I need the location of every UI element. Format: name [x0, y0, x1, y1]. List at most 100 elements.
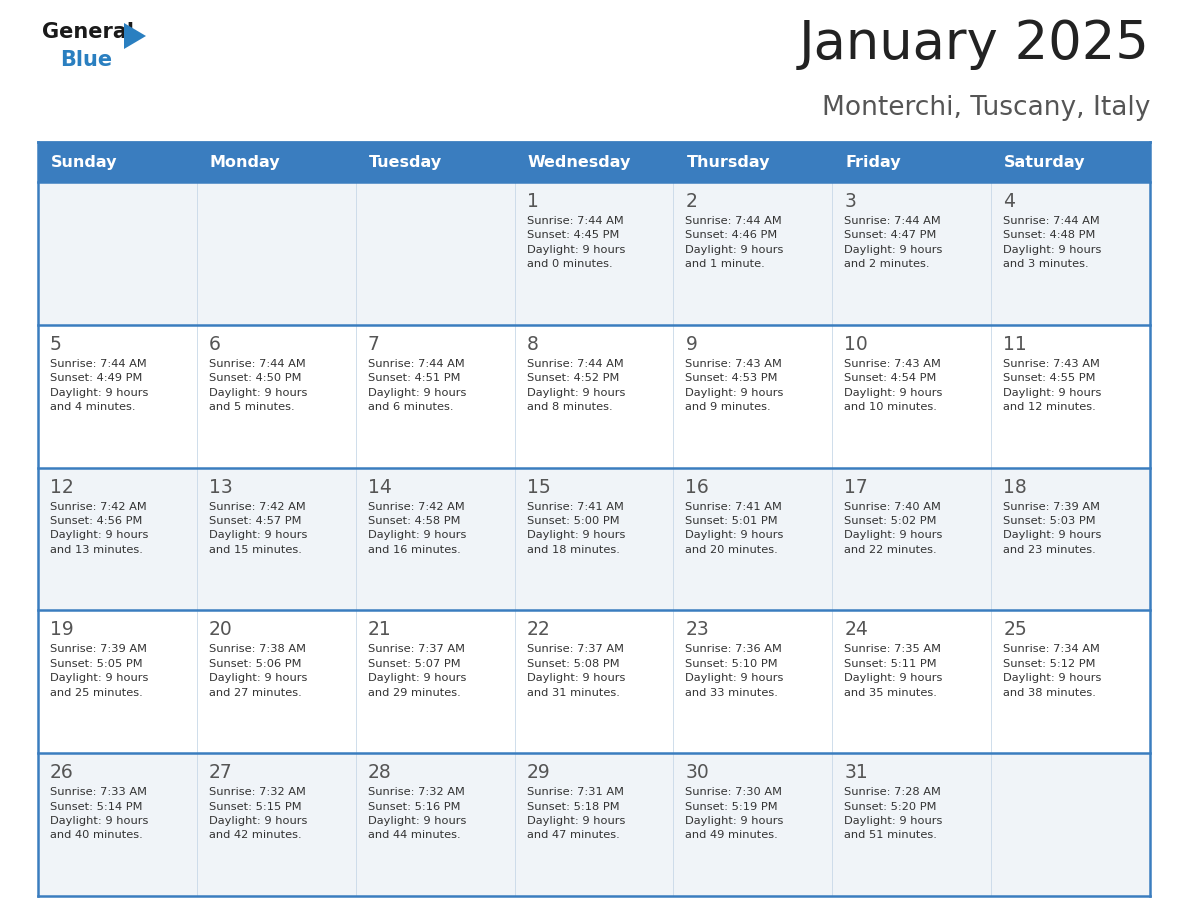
- FancyBboxPatch shape: [833, 753, 991, 896]
- Text: Sunrise: 7:32 AM
Sunset: 5:15 PM
Daylight: 9 hours
and 42 minutes.: Sunrise: 7:32 AM Sunset: 5:15 PM Dayligh…: [209, 788, 308, 840]
- Text: 30: 30: [685, 763, 709, 782]
- FancyBboxPatch shape: [833, 182, 991, 325]
- FancyBboxPatch shape: [38, 142, 197, 182]
- Text: Sunrise: 7:38 AM
Sunset: 5:06 PM
Daylight: 9 hours
and 27 minutes.: Sunrise: 7:38 AM Sunset: 5:06 PM Dayligh…: [209, 644, 308, 698]
- FancyBboxPatch shape: [355, 142, 514, 182]
- Text: Monday: Monday: [210, 154, 280, 170]
- Text: 10: 10: [845, 335, 868, 353]
- Text: 6: 6: [209, 335, 221, 353]
- Text: Sunrise: 7:37 AM
Sunset: 5:07 PM
Daylight: 9 hours
and 29 minutes.: Sunrise: 7:37 AM Sunset: 5:07 PM Dayligh…: [368, 644, 466, 698]
- FancyBboxPatch shape: [355, 467, 514, 610]
- FancyBboxPatch shape: [674, 325, 833, 467]
- FancyBboxPatch shape: [674, 610, 833, 753]
- FancyBboxPatch shape: [197, 467, 355, 610]
- Text: 12: 12: [50, 477, 74, 497]
- FancyBboxPatch shape: [197, 610, 355, 753]
- FancyBboxPatch shape: [514, 467, 674, 610]
- FancyBboxPatch shape: [991, 467, 1150, 610]
- Text: Sunrise: 7:34 AM
Sunset: 5:12 PM
Daylight: 9 hours
and 38 minutes.: Sunrise: 7:34 AM Sunset: 5:12 PM Dayligh…: [1003, 644, 1101, 698]
- Text: 27: 27: [209, 763, 233, 782]
- Text: 3: 3: [845, 192, 857, 211]
- Text: Sunrise: 7:41 AM
Sunset: 5:01 PM
Daylight: 9 hours
and 20 minutes.: Sunrise: 7:41 AM Sunset: 5:01 PM Dayligh…: [685, 501, 784, 554]
- Text: 1: 1: [526, 192, 538, 211]
- FancyBboxPatch shape: [355, 325, 514, 467]
- Text: Sunrise: 7:41 AM
Sunset: 5:00 PM
Daylight: 9 hours
and 18 minutes.: Sunrise: 7:41 AM Sunset: 5:00 PM Dayligh…: [526, 501, 625, 554]
- FancyBboxPatch shape: [355, 182, 514, 325]
- FancyBboxPatch shape: [991, 142, 1150, 182]
- FancyBboxPatch shape: [991, 325, 1150, 467]
- Text: 11: 11: [1003, 335, 1026, 353]
- FancyBboxPatch shape: [355, 610, 514, 753]
- Text: 21: 21: [368, 621, 392, 640]
- FancyBboxPatch shape: [197, 325, 355, 467]
- FancyBboxPatch shape: [38, 753, 197, 896]
- Text: Sunrise: 7:36 AM
Sunset: 5:10 PM
Daylight: 9 hours
and 33 minutes.: Sunrise: 7:36 AM Sunset: 5:10 PM Dayligh…: [685, 644, 784, 698]
- FancyBboxPatch shape: [991, 753, 1150, 896]
- Text: Sunrise: 7:39 AM
Sunset: 5:05 PM
Daylight: 9 hours
and 25 minutes.: Sunrise: 7:39 AM Sunset: 5:05 PM Dayligh…: [50, 644, 148, 698]
- Text: Friday: Friday: [846, 154, 901, 170]
- FancyBboxPatch shape: [674, 467, 833, 610]
- FancyBboxPatch shape: [833, 610, 991, 753]
- Text: Sunrise: 7:44 AM
Sunset: 4:48 PM
Daylight: 9 hours
and 3 minutes.: Sunrise: 7:44 AM Sunset: 4:48 PM Dayligh…: [1003, 216, 1101, 269]
- Text: Thursday: Thursday: [687, 154, 770, 170]
- Text: Sunrise: 7:31 AM
Sunset: 5:18 PM
Daylight: 9 hours
and 47 minutes.: Sunrise: 7:31 AM Sunset: 5:18 PM Dayligh…: [526, 788, 625, 840]
- Text: Sunrise: 7:40 AM
Sunset: 5:02 PM
Daylight: 9 hours
and 22 minutes.: Sunrise: 7:40 AM Sunset: 5:02 PM Dayligh…: [845, 501, 942, 554]
- Text: Sunrise: 7:43 AM
Sunset: 4:53 PM
Daylight: 9 hours
and 9 minutes.: Sunrise: 7:43 AM Sunset: 4:53 PM Dayligh…: [685, 359, 784, 412]
- Text: Sunday: Sunday: [51, 154, 118, 170]
- Text: Sunrise: 7:44 AM
Sunset: 4:50 PM
Daylight: 9 hours
and 5 minutes.: Sunrise: 7:44 AM Sunset: 4:50 PM Dayligh…: [209, 359, 308, 412]
- Text: 16: 16: [685, 477, 709, 497]
- Text: 14: 14: [368, 477, 392, 497]
- FancyBboxPatch shape: [833, 325, 991, 467]
- Text: Sunrise: 7:44 AM
Sunset: 4:47 PM
Daylight: 9 hours
and 2 minutes.: Sunrise: 7:44 AM Sunset: 4:47 PM Dayligh…: [845, 216, 942, 269]
- Text: Saturday: Saturday: [1004, 154, 1086, 170]
- FancyBboxPatch shape: [355, 753, 514, 896]
- FancyBboxPatch shape: [38, 467, 197, 610]
- FancyBboxPatch shape: [991, 610, 1150, 753]
- Text: 26: 26: [50, 763, 74, 782]
- FancyBboxPatch shape: [197, 753, 355, 896]
- Text: Sunrise: 7:44 AM
Sunset: 4:51 PM
Daylight: 9 hours
and 6 minutes.: Sunrise: 7:44 AM Sunset: 4:51 PM Dayligh…: [368, 359, 466, 412]
- Text: 29: 29: [526, 763, 550, 782]
- FancyBboxPatch shape: [514, 325, 674, 467]
- FancyBboxPatch shape: [674, 753, 833, 896]
- Text: 5: 5: [50, 335, 62, 353]
- Text: Tuesday: Tuesday: [368, 154, 442, 170]
- Text: Sunrise: 7:44 AM
Sunset: 4:45 PM
Daylight: 9 hours
and 0 minutes.: Sunrise: 7:44 AM Sunset: 4:45 PM Dayligh…: [526, 216, 625, 269]
- Text: 20: 20: [209, 621, 233, 640]
- Text: 15: 15: [526, 477, 550, 497]
- Text: 17: 17: [845, 477, 868, 497]
- FancyBboxPatch shape: [991, 182, 1150, 325]
- Text: Sunrise: 7:43 AM
Sunset: 4:54 PM
Daylight: 9 hours
and 10 minutes.: Sunrise: 7:43 AM Sunset: 4:54 PM Dayligh…: [845, 359, 942, 412]
- Text: Sunrise: 7:44 AM
Sunset: 4:46 PM
Daylight: 9 hours
and 1 minute.: Sunrise: 7:44 AM Sunset: 4:46 PM Dayligh…: [685, 216, 784, 269]
- FancyBboxPatch shape: [38, 182, 197, 325]
- Text: Sunrise: 7:42 AM
Sunset: 4:57 PM
Daylight: 9 hours
and 15 minutes.: Sunrise: 7:42 AM Sunset: 4:57 PM Dayligh…: [209, 501, 308, 554]
- FancyBboxPatch shape: [674, 142, 833, 182]
- Text: Sunrise: 7:30 AM
Sunset: 5:19 PM
Daylight: 9 hours
and 49 minutes.: Sunrise: 7:30 AM Sunset: 5:19 PM Dayligh…: [685, 788, 784, 840]
- Polygon shape: [124, 23, 146, 49]
- Text: 13: 13: [209, 477, 233, 497]
- Text: Sunrise: 7:42 AM
Sunset: 4:58 PM
Daylight: 9 hours
and 16 minutes.: Sunrise: 7:42 AM Sunset: 4:58 PM Dayligh…: [368, 501, 466, 554]
- Text: 25: 25: [1003, 621, 1026, 640]
- Text: 7: 7: [368, 335, 380, 353]
- Text: Sunrise: 7:44 AM
Sunset: 4:49 PM
Daylight: 9 hours
and 4 minutes.: Sunrise: 7:44 AM Sunset: 4:49 PM Dayligh…: [50, 359, 148, 412]
- FancyBboxPatch shape: [514, 610, 674, 753]
- FancyBboxPatch shape: [197, 142, 355, 182]
- FancyBboxPatch shape: [674, 182, 833, 325]
- FancyBboxPatch shape: [38, 325, 197, 467]
- Text: Sunrise: 7:35 AM
Sunset: 5:11 PM
Daylight: 9 hours
and 35 minutes.: Sunrise: 7:35 AM Sunset: 5:11 PM Dayligh…: [845, 644, 942, 698]
- FancyBboxPatch shape: [38, 610, 197, 753]
- Text: 22: 22: [526, 621, 550, 640]
- Text: Sunrise: 7:43 AM
Sunset: 4:55 PM
Daylight: 9 hours
and 12 minutes.: Sunrise: 7:43 AM Sunset: 4:55 PM Dayligh…: [1003, 359, 1101, 412]
- Text: 24: 24: [845, 621, 868, 640]
- Text: 23: 23: [685, 621, 709, 640]
- Text: Sunrise: 7:39 AM
Sunset: 5:03 PM
Daylight: 9 hours
and 23 minutes.: Sunrise: 7:39 AM Sunset: 5:03 PM Dayligh…: [1003, 501, 1101, 554]
- Text: 2: 2: [685, 192, 697, 211]
- Text: Sunrise: 7:44 AM
Sunset: 4:52 PM
Daylight: 9 hours
and 8 minutes.: Sunrise: 7:44 AM Sunset: 4:52 PM Dayligh…: [526, 359, 625, 412]
- Text: 8: 8: [526, 335, 538, 353]
- FancyBboxPatch shape: [833, 467, 991, 610]
- FancyBboxPatch shape: [514, 182, 674, 325]
- Text: Blue: Blue: [61, 50, 112, 70]
- Text: 31: 31: [845, 763, 868, 782]
- Text: 28: 28: [368, 763, 392, 782]
- Text: Sunrise: 7:42 AM
Sunset: 4:56 PM
Daylight: 9 hours
and 13 minutes.: Sunrise: 7:42 AM Sunset: 4:56 PM Dayligh…: [50, 501, 148, 554]
